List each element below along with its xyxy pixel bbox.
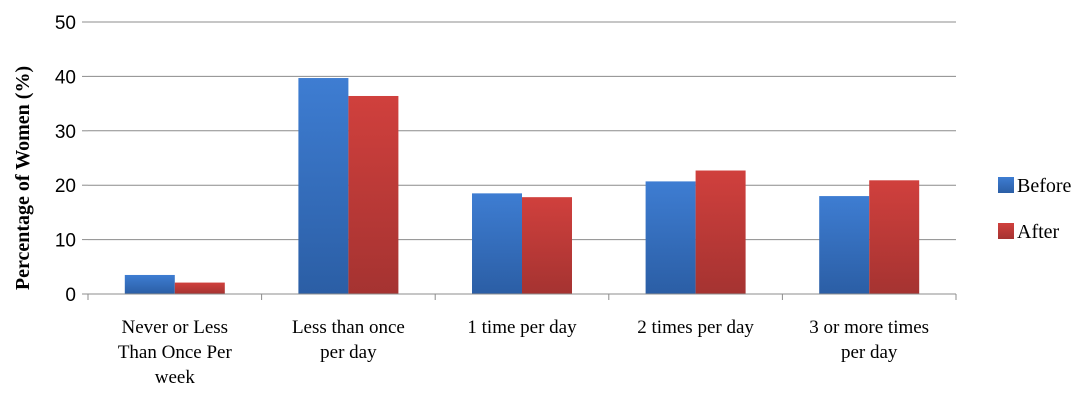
y-tick-label: 30 bbox=[55, 122, 76, 143]
bar-before-4 bbox=[819, 196, 870, 294]
bar-after-2 bbox=[522, 197, 572, 294]
x-tick-label: week bbox=[155, 367, 196, 388]
x-tick-label: 3 or more times bbox=[809, 317, 929, 338]
x-tick-label: Never or Less bbox=[122, 317, 229, 338]
bar-before-1 bbox=[298, 78, 349, 294]
x-tick-label: 2 times per day bbox=[637, 317, 754, 338]
y-tick-label: 20 bbox=[55, 176, 76, 197]
y-tick-label: 0 bbox=[65, 285, 76, 306]
legend-swatch-after bbox=[998, 223, 1014, 239]
y-tick-label: 10 bbox=[55, 231, 76, 252]
y-tick-label: 50 bbox=[55, 13, 76, 34]
x-tick-label: Than Once Per bbox=[118, 342, 233, 363]
legend-label-after: After bbox=[1017, 221, 1060, 243]
x-axis-ticks: Never or Less Than Once Per week Less than … bbox=[87, 294, 957, 388]
legend-label-before: Before bbox=[1017, 175, 1072, 197]
y-axis-ticks: 0 10 20 30 40 50 bbox=[55, 13, 88, 306]
legend-swatch-before bbox=[998, 177, 1014, 193]
y-tick-label: 40 bbox=[55, 67, 76, 88]
bar-after-3 bbox=[695, 170, 746, 294]
bar-before-2 bbox=[472, 193, 522, 294]
bar-after-1 bbox=[348, 95, 399, 294]
bar-after-4 bbox=[869, 180, 920, 294]
bar-before-0 bbox=[124, 274, 175, 294]
x-tick-label: 1 time per day bbox=[467, 317, 577, 338]
x-tick-label: per day bbox=[841, 342, 898, 363]
bars bbox=[124, 78, 920, 294]
legend: Before After bbox=[998, 175, 1072, 243]
x-tick-label: Less than once bbox=[292, 317, 405, 338]
gridlines bbox=[88, 21, 956, 241]
y-axis-label: Percentage of Women (%) bbox=[12, 66, 34, 290]
bar-after-0 bbox=[174, 282, 225, 294]
x-tick-label: per day bbox=[320, 342, 377, 363]
bar-before-3 bbox=[645, 181, 696, 294]
